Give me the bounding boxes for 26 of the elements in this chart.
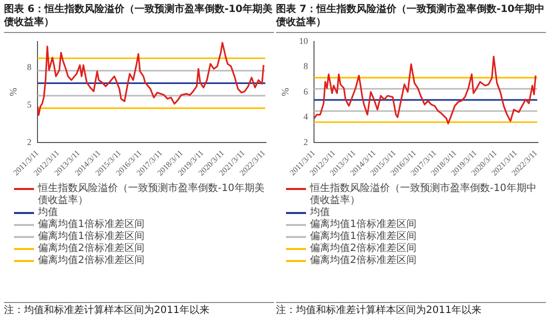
y-tick-label: 6 xyxy=(304,86,308,96)
text: 注：均值和标准差计算样本区间为2011年以来 xyxy=(4,305,274,317)
y-tick-label: 8 xyxy=(27,62,32,72)
y-tick-label: 2 xyxy=(304,136,308,147)
y-tick-label: 5 xyxy=(27,99,32,110)
legend-label: 均值 xyxy=(38,207,58,218)
legend-label: 偏离均值1倍标准差区间 xyxy=(38,219,144,230)
legend-label: 均值 xyxy=(310,207,330,218)
legend-label: 偏离均值1倍标准差区间 xyxy=(38,231,144,242)
legend-label: 偏离均值2倍标准差区间 xyxy=(310,255,416,267)
legend-label: 偏离均值2倍标准差区间 xyxy=(310,243,416,254)
legend-label: 偏离均值2倍标准差区间 xyxy=(38,243,144,254)
legend-label: 恒生指数风险溢价（一致预测市盈率倒数-10年期中债收益率） xyxy=(310,183,538,207)
chart-title: 图表 6：恒生指数风险溢价（一致预测市盈率倒数-10年期美债收益率） xyxy=(4,3,274,33)
y-tick-label: 10 xyxy=(299,36,308,46)
legend-label: 恒生指数风险溢价（一致预测市盈率倒数-10年期美债收益率） xyxy=(38,183,266,207)
legend-label: 偏离均值1倍标准差区间 xyxy=(310,219,416,230)
y-axis-title: % xyxy=(280,88,292,96)
text: 注：均值和标准差计算样本区间为2011年以来 xyxy=(276,305,546,317)
y-tick-label: 4 xyxy=(304,112,308,122)
chart-title: 图表 7：恒生指数风险溢价（一致预测市盈率倒数-10年期中债收益率） xyxy=(276,3,546,33)
y-tick-label: 2 xyxy=(27,136,32,147)
legend-label: 偏离均值2倍标准差区间 xyxy=(38,255,144,267)
legend-label: 偏离均值1倍标准差区间 xyxy=(310,231,416,242)
y-tick-label: 8 xyxy=(304,61,308,72)
y-axis-title: % xyxy=(8,88,20,96)
